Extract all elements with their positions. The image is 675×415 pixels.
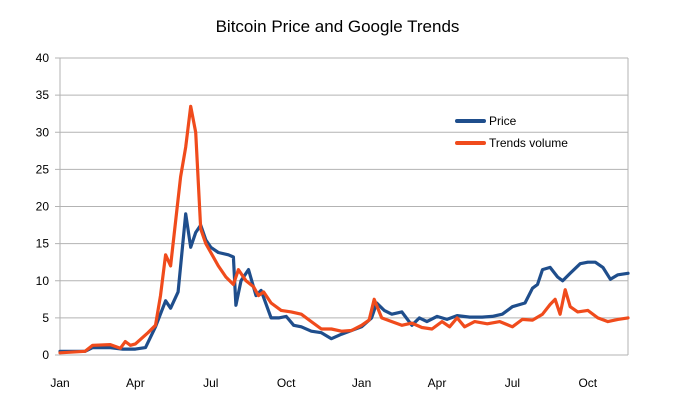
x-tick-label: Oct: [277, 376, 296, 390]
x-tick-label: Jan: [50, 376, 69, 390]
trends-volume-series-line: [58, 104, 630, 355]
tick-labels: 0 5 10 15 20 25 30 35 40 Jan Apr Jul Oct Jan Apr Jul Oct: [36, 51, 598, 390]
x-tick-label: Oct: [578, 376, 597, 390]
y-tick-label: 35: [36, 88, 50, 102]
grid-lines: [60, 57, 628, 356]
x-tick-label: Jan: [352, 376, 371, 390]
x-tick-label: Apr: [428, 376, 447, 390]
legend: Price Trends volume: [455, 114, 568, 150]
y-tick-label: 0: [42, 348, 49, 362]
y-tick-label: 15: [36, 237, 50, 251]
series-lines: [58, 104, 630, 355]
price-series-line: [58, 212, 630, 353]
x-tick-label: Jul: [203, 376, 218, 390]
y-tick-label: 10: [36, 274, 50, 288]
x-tick-label: Jul: [505, 376, 520, 390]
legend-label-price: Price: [489, 114, 517, 128]
x-tick-label: Apr: [126, 376, 145, 390]
y-tick-label: 30: [36, 125, 50, 139]
axes: [55, 57, 629, 356]
y-tick-label: 5: [42, 311, 49, 325]
y-tick-label: 25: [36, 162, 50, 176]
chart-title: Bitcoin Price and Google Trends: [215, 17, 460, 36]
y-tick-label: 20: [36, 200, 50, 214]
y-tick-label: 40: [36, 51, 50, 65]
legend-label-trends-volume: Trends volume: [489, 136, 568, 150]
